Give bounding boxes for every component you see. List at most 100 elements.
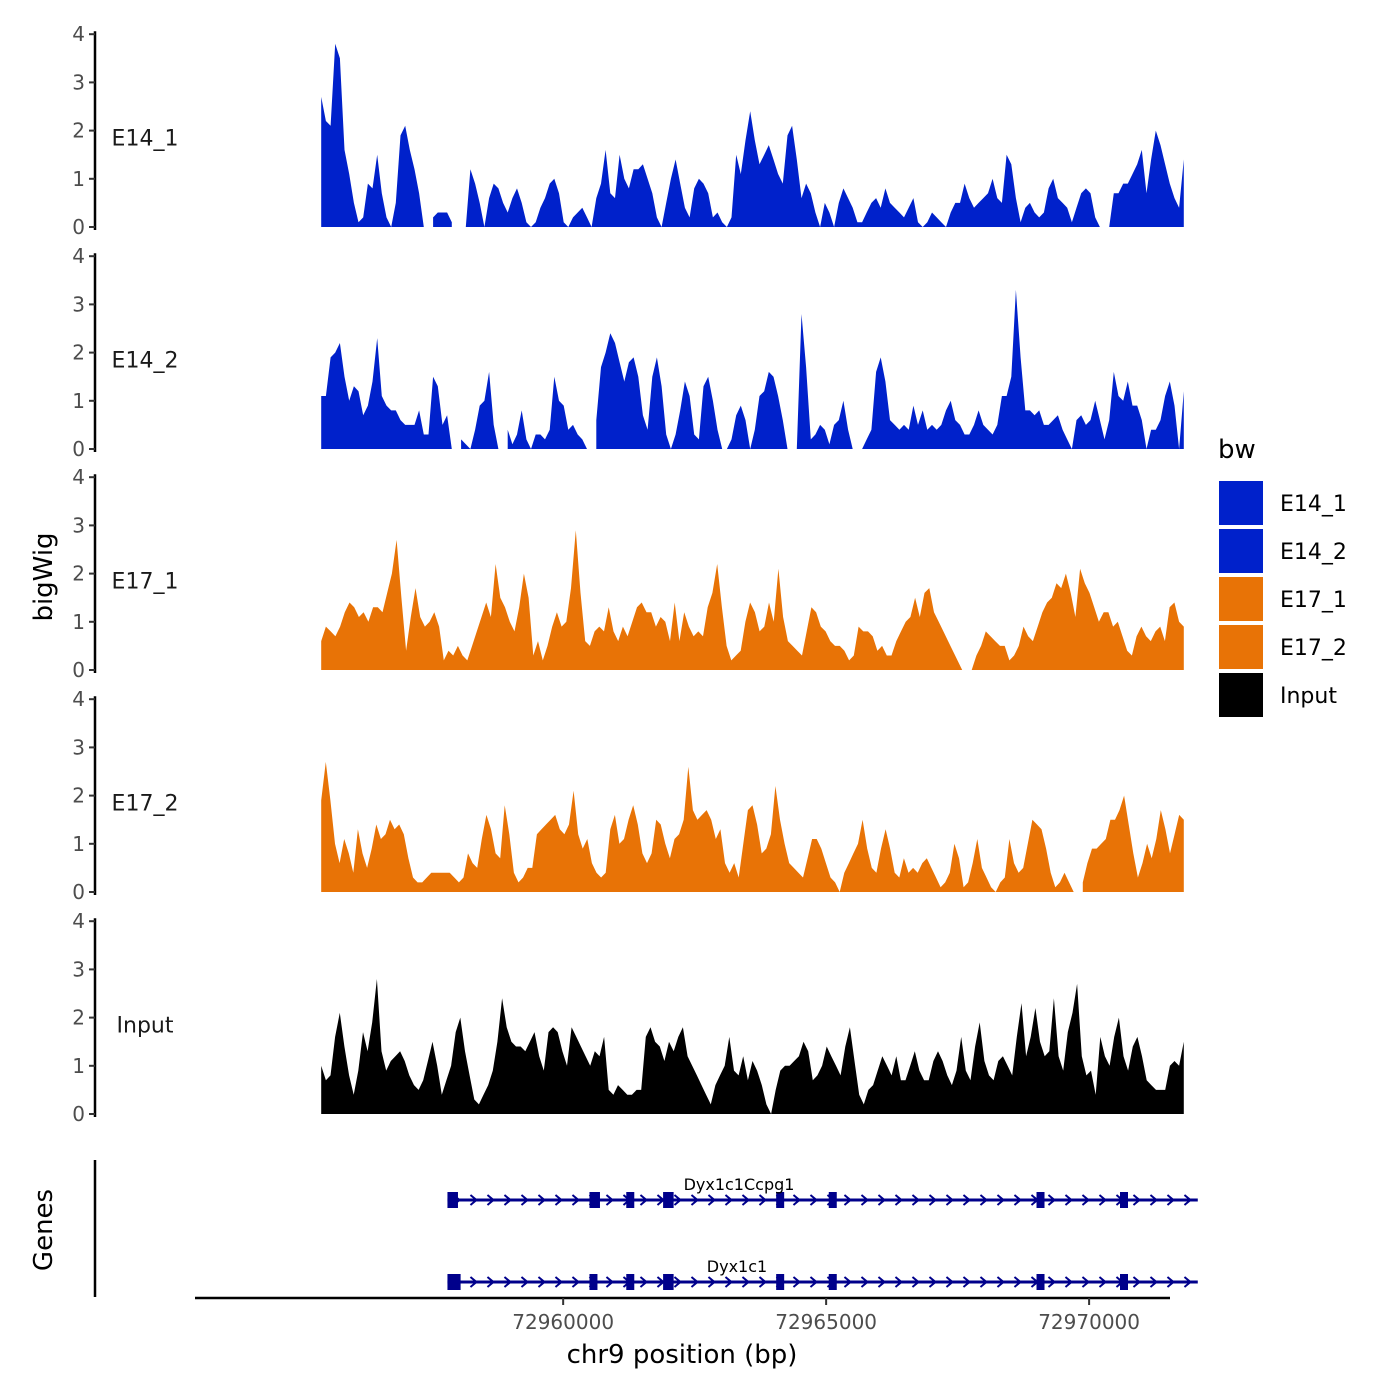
y-tick-label: 4 — [72, 244, 85, 268]
signal-area — [1109, 130, 1184, 227]
legend-label: E14_2 — [1280, 540, 1347, 565]
gene-dyx1c1ccpg1: Dyx1c1Ccpg1 — [447, 1175, 1198, 1208]
signal-area — [321, 530, 963, 670]
legend-swatch — [1217, 575, 1265, 623]
y-tick-label: 1 — [72, 610, 85, 634]
y-tick-label: 4 — [72, 909, 85, 933]
strand-arrow — [996, 1194, 1006, 1206]
strand-arrow — [979, 1276, 989, 1288]
signal-tracks: 0 1 2 3 4 E14_1 0 1 2 3 4 E14_2 0 1 2 3 4 E17_1 0 1 2 3 4 E17_2… — [72, 22, 1184, 1126]
strand-arrow — [1149, 1276, 1159, 1288]
exon — [447, 1274, 461, 1290]
strand-arrow — [758, 1276, 768, 1288]
strand-arrow — [843, 1194, 853, 1206]
signal-area — [971, 568, 1184, 670]
track-e17_1: 0 1 2 3 4 E17_1 — [72, 465, 1184, 682]
x-tick-label: 72960000 — [512, 1310, 614, 1334]
signal-area — [321, 43, 424, 227]
signal-area — [862, 289, 1184, 449]
strand-arrow — [1013, 1276, 1023, 1288]
legend-title: bw — [1218, 435, 1256, 465]
strand-arrow — [894, 1194, 904, 1206]
x-axis-title: chr9 position (bp) — [567, 1340, 798, 1370]
strand-arrow — [537, 1194, 547, 1206]
strand-arrow — [1013, 1194, 1023, 1206]
exon — [626, 1192, 635, 1208]
y-tick-label: 3 — [72, 513, 85, 537]
strand-arrow — [520, 1194, 530, 1206]
strand-arrow — [1183, 1276, 1193, 1288]
strand-arrow — [707, 1276, 717, 1288]
strand-arrow — [1183, 1194, 1193, 1206]
legend-swatch — [1217, 671, 1265, 719]
strand-arrow — [741, 1194, 751, 1206]
legend-entry-e17_2: E17_2 — [1217, 623, 1347, 671]
strand-arrow — [911, 1194, 921, 1206]
legend-entry-e17_1: E17_1 — [1217, 575, 1347, 623]
strand-arrow — [673, 1276, 683, 1288]
exon — [626, 1274, 635, 1290]
exon — [776, 1274, 785, 1290]
strand-arrow — [962, 1194, 972, 1206]
exon — [447, 1192, 458, 1208]
strand-arrow — [792, 1276, 802, 1288]
strand-arrow — [1132, 1194, 1142, 1206]
legend-swatch — [1217, 623, 1265, 671]
y-tick-label: 1 — [72, 389, 85, 413]
strand-arrow — [962, 1276, 972, 1288]
track-e17_2: 0 1 2 3 4 E17_2 — [72, 687, 1184, 904]
strand-arrow — [928, 1194, 938, 1206]
signal-area — [321, 338, 452, 449]
strand-arrow — [1047, 1276, 1057, 1288]
exon — [776, 1192, 785, 1208]
track-label: E14_2 — [112, 348, 179, 373]
x-tick-label: 72970000 — [1038, 1310, 1140, 1334]
gene-track: Dyx1c1Ccpg1 Dyx1c1 — [93, 1160, 1198, 1297]
gene-label: Dyx1c1 — [707, 1257, 767, 1276]
y-tick-label: 4 — [72, 22, 85, 46]
strand-arrow — [605, 1276, 615, 1288]
strand-arrow — [707, 1194, 717, 1206]
strand-arrow — [809, 1194, 819, 1206]
signal-area — [461, 371, 499, 449]
y-tick-label: 4 — [72, 687, 85, 711]
exon — [1036, 1192, 1045, 1208]
strand-arrow — [928, 1276, 938, 1288]
strand-arrow — [503, 1276, 513, 1288]
strand-arrow — [486, 1276, 496, 1288]
strand-arrow — [469, 1276, 479, 1288]
strand-arrow — [605, 1194, 615, 1206]
strand-arrow — [571, 1276, 581, 1288]
exon — [828, 1274, 837, 1290]
y-tick-label: 0 — [72, 880, 85, 904]
y-tick-label: 2 — [72, 341, 85, 365]
legend-swatch — [1217, 479, 1265, 527]
track-input: 0 1 2 3 4 Input — [72, 909, 1184, 1126]
y-tick-label: 2 — [72, 562, 85, 586]
signal-area — [465, 111, 1100, 227]
strand-arrow — [571, 1194, 581, 1206]
strand-arrow — [860, 1276, 870, 1288]
exon — [828, 1192, 837, 1208]
exon — [1120, 1274, 1128, 1290]
legend-entries: E14_1 E14_2 E17_1 E17_2 Input — [1217, 479, 1347, 719]
exon — [663, 1192, 674, 1208]
signal-area — [796, 314, 853, 449]
track-label: E17_2 — [112, 791, 179, 816]
strand-arrow — [1098, 1276, 1108, 1288]
track-label: E17_1 — [112, 569, 179, 594]
strand-arrow — [724, 1276, 734, 1288]
gene-label: Dyx1c1Ccpg1 — [684, 1175, 795, 1194]
strand-arrow — [690, 1276, 700, 1288]
strand-arrow — [877, 1194, 887, 1206]
x-axis: 72960000 72965000 72970000 — [195, 1296, 1170, 1334]
strand-arrow — [1166, 1194, 1176, 1206]
strand-arrow — [503, 1194, 513, 1206]
y-tick-label: 3 — [72, 735, 85, 759]
strand-arrow — [809, 1276, 819, 1288]
strand-arrow — [758, 1194, 768, 1206]
legend: bw E14_1 E14_2 E17_1 E17_2 Input — [1217, 435, 1347, 719]
strand-arrow — [469, 1194, 479, 1206]
y-tick-label: 0 — [72, 215, 85, 239]
